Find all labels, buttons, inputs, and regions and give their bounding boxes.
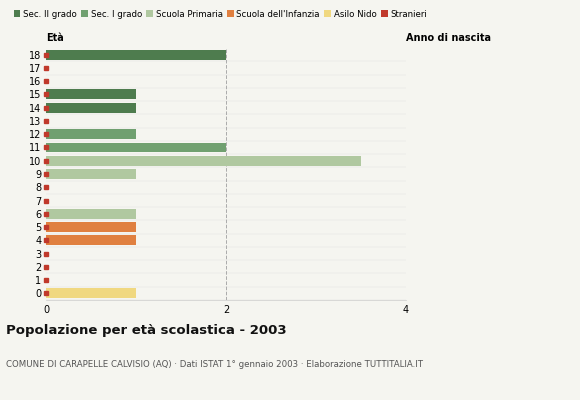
Bar bbox=[46, 209, 136, 219]
Bar bbox=[46, 142, 226, 152]
Bar bbox=[46, 103, 136, 113]
Bar bbox=[46, 288, 136, 298]
Bar bbox=[46, 50, 226, 60]
Text: COMUNE DI CARAPELLE CALVISIO (AQ) · Dati ISTAT 1° gennaio 2003 · Elaborazione TU: COMUNE DI CARAPELLE CALVISIO (AQ) · Dati… bbox=[6, 360, 423, 369]
Text: Popolazione per età scolastica - 2003: Popolazione per età scolastica - 2003 bbox=[6, 324, 287, 337]
Bar bbox=[46, 156, 361, 166]
Bar bbox=[46, 235, 136, 245]
Text: Anno di nascita: Anno di nascita bbox=[406, 33, 491, 43]
Bar bbox=[46, 90, 136, 99]
Text: Età: Età bbox=[46, 33, 64, 43]
Legend: Sec. II grado, Sec. I grado, Scuola Primaria, Scuola dell'Infanzia, Asilo Nido, : Sec. II grado, Sec. I grado, Scuola Prim… bbox=[10, 6, 430, 22]
Bar bbox=[46, 169, 136, 179]
Bar bbox=[46, 129, 136, 139]
Bar bbox=[46, 222, 136, 232]
